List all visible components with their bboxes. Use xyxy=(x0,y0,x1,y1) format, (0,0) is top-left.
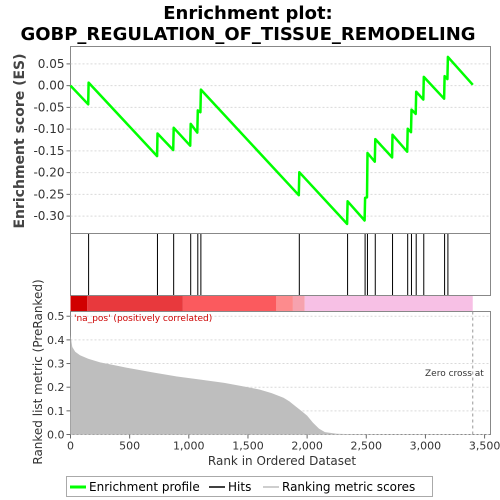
es-tick-label: -0.05 xyxy=(33,100,64,114)
es-tick-label: -0.25 xyxy=(33,187,64,201)
chart-title-line1: Enrichment plot: xyxy=(163,3,333,24)
es-grid xyxy=(70,63,491,217)
metric-ylabel: Ranked list metric (PreRanked) xyxy=(31,279,45,464)
color-bar-segment xyxy=(276,296,293,311)
metric-tick-label: 0.2 xyxy=(47,381,65,394)
legend-label-hits: Hits xyxy=(228,480,251,494)
color-bar-segment xyxy=(292,296,305,311)
es-ylabel: Enrichment score (ES) xyxy=(12,53,28,228)
metric-tick-label: 0.1 xyxy=(47,405,65,418)
metric-xlabel: Rank in Ordered Dataset xyxy=(208,454,356,468)
es-tick-label: -0.10 xyxy=(33,122,64,136)
enrichment-profile-line xyxy=(69,55,474,226)
pos-correlated-label: 'na_pos' (positively correlated) xyxy=(74,314,212,324)
metric-xtick-label: 1,500 xyxy=(232,440,264,453)
metric-yticks: 0.0 0.1 0.2 0.3 0.4 0.5 xyxy=(47,310,71,442)
zero-cross-label: Zero cross at xyxy=(425,369,484,379)
metric-xticks: 0 500 1,000 1,500 2,000 2,500 3,000 3,500 xyxy=(67,434,500,453)
es-tick-label: -0.20 xyxy=(33,166,64,180)
metric-tick-label: 0.4 xyxy=(47,334,65,347)
metric-xtick-label: 1,000 xyxy=(173,440,205,453)
metric-tick-label: 0.0 xyxy=(47,429,65,442)
metric-tick-label: 0.5 xyxy=(47,310,65,323)
hits-plot-area xyxy=(70,233,491,296)
ranking-color-bar xyxy=(70,296,473,311)
legend-label-enrichment-profile: Enrichment profile xyxy=(89,480,200,494)
legend-box xyxy=(66,476,433,497)
es-tick-label: -0.30 xyxy=(33,209,64,223)
legend-label-ranking-metric: Ranking metric scores xyxy=(282,480,415,494)
hits-panel xyxy=(70,233,491,296)
chart-title-line2: GOBP_REGULATION_OF_TISSUE_REMODELING xyxy=(20,24,475,45)
metric-xtick-label: 3,500 xyxy=(469,440,500,453)
metric-xtick-label: 0 xyxy=(67,440,74,453)
metric-tick-label: 0.3 xyxy=(47,358,65,371)
es-tick-label: 0.00 xyxy=(38,79,65,93)
es-tick-label: 0.05 xyxy=(38,57,65,71)
color-bar-segment xyxy=(182,296,277,311)
es-yticks: 0.05 0.00 -0.05 -0.10 -0.15 -0.20 -0.25 -0.30 xyxy=(33,57,71,223)
metric-xtick-label: 2,500 xyxy=(351,440,383,453)
metric-xtick-label: 3,000 xyxy=(410,440,442,453)
es-tick-label: -0.15 xyxy=(33,144,64,158)
hit-markers xyxy=(88,234,449,295)
metric-xtick-label: 500 xyxy=(119,440,140,453)
color-bar-segment xyxy=(87,296,183,311)
ranked-metric-panel: 0.0 0.1 0.2 0.3 0.4 0.5 0 500 1,000 1,500 2,000 2,… xyxy=(31,279,500,468)
es-panel: 0.05 0.00 -0.05 -0.10 -0.15 -0.20 -0.25 -0.30 E… xyxy=(12,46,491,234)
es-plot-area xyxy=(70,46,491,234)
legend: Enrichment profile Hits Ranking metric s… xyxy=(66,476,433,497)
metric-xtick-label: 2,000 xyxy=(291,440,323,453)
color-bar-segment xyxy=(70,296,88,311)
color-bar-segment xyxy=(304,296,473,311)
ranking-metric-area xyxy=(70,335,473,435)
